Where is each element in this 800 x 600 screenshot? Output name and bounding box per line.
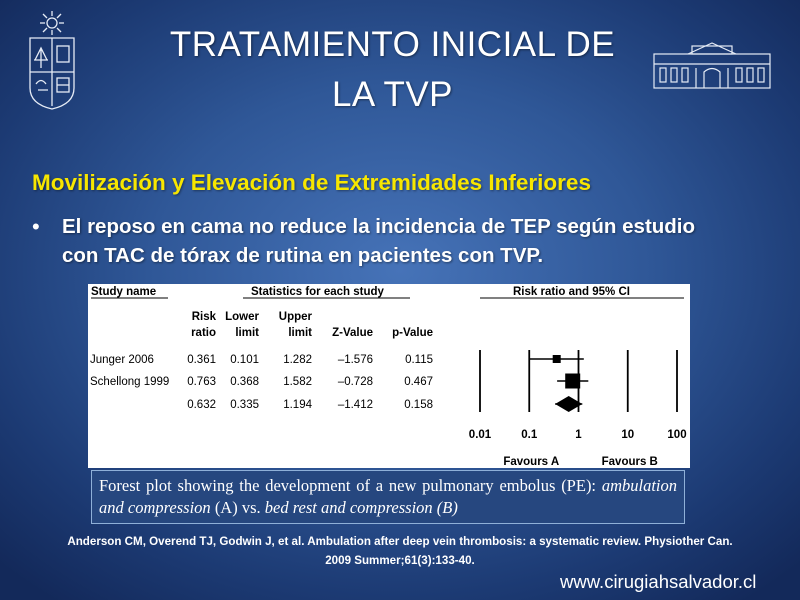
stat-value: 1.282 [283, 354, 312, 366]
caption-text: (A) vs. [210, 498, 265, 517]
stat-value: 0.467 [404, 376, 433, 388]
reference-citation: Anderson CM, Overend TJ, Godwin J, et al… [10, 532, 790, 570]
stat-value: 0.101 [230, 354, 259, 366]
university-crest-logo [29, 11, 75, 110]
stat-value: 0.115 [405, 354, 433, 366]
header-risk-ratio: Risk ratio and 95% CI [513, 286, 630, 298]
bullet-text: El reposo en cama no reduce la incidenci… [62, 212, 777, 270]
stat-value: 1.582 [283, 376, 312, 388]
title-line: TRATAMIENTO INICIAL DE [169, 25, 616, 64]
stat-value: 0.335 [230, 399, 259, 411]
axis-tick-label: 1 [575, 429, 582, 441]
favours-a-label: Favours A [503, 456, 559, 468]
website-url: www.cirugiahsalvador.cl [560, 571, 757, 592]
effect-square [565, 373, 581, 389]
bullet-line: con TAC de tórax de rutina en pacientes … [62, 244, 544, 267]
stat-value: 0.632 [187, 399, 216, 411]
column-header: p-Value [392, 327, 433, 339]
title-line: LA TVP [331, 75, 454, 114]
forest-plot-figure: Study name Statistics for each study Risk … [88, 284, 690, 468]
favours-b-label: Favours B [602, 456, 658, 468]
column-header: limit [288, 327, 312, 339]
hospital-building-logo [653, 42, 771, 89]
axis-tick-label: 0.1 [521, 429, 538, 441]
column-header: Upper [279, 311, 313, 323]
stat-value: 0.361 [187, 354, 216, 366]
column-header: limit [235, 327, 259, 339]
caption-text-italic: ambulation and compression [99, 476, 677, 517]
figure-caption: Forest plot showing the development of a… [91, 470, 685, 524]
column-header: ratio [191, 327, 216, 339]
axis-tick-label: 10 [621, 429, 634, 441]
column-header: Lower [225, 311, 259, 323]
stat-value: 0.763 [187, 376, 216, 388]
effect-square [552, 355, 561, 363]
axis-tick-label: 0.01 [469, 429, 492, 441]
slide-title: TRATAMIENTO INICIAL DE LA TVP [120, 20, 665, 120]
column-header: Risk [192, 311, 217, 323]
header-study-name: Study name [91, 286, 156, 298]
summary-diamond [555, 396, 583, 412]
bullet-marker: • [32, 214, 40, 239]
forest-plot: Study name Statistics for each study Risk … [90, 286, 687, 468]
reference-line: Anderson CM, Overend TJ, Godwin J, et al… [67, 535, 733, 548]
bullet-line: El reposo en cama no reduce la incidenci… [62, 215, 696, 238]
axis-tick-label: 100 [667, 429, 686, 441]
study-name: Junger 2006 [90, 354, 154, 366]
section-subtitle: Movilización y Elevación de Extremidades… [32, 170, 591, 195]
caption-text-italic: bed rest and compression (B) [264, 498, 458, 517]
column-header: Z-Value [332, 327, 373, 339]
header-statistics: Statistics for each study [251, 286, 385, 298]
reference-line: 2009 Summer;61(3):133-40. [325, 554, 475, 567]
stat-value: –1.412 [338, 399, 373, 411]
stat-value: 1.194 [283, 399, 312, 411]
stat-value: 0.158 [404, 399, 433, 411]
study-name: Schellong 1999 [90, 376, 169, 388]
stat-value: 0.368 [230, 376, 259, 388]
stat-value: –1.576 [338, 354, 373, 366]
caption-text: Forest plot showing the development of a… [99, 476, 602, 495]
stat-value: –0.728 [338, 376, 373, 388]
